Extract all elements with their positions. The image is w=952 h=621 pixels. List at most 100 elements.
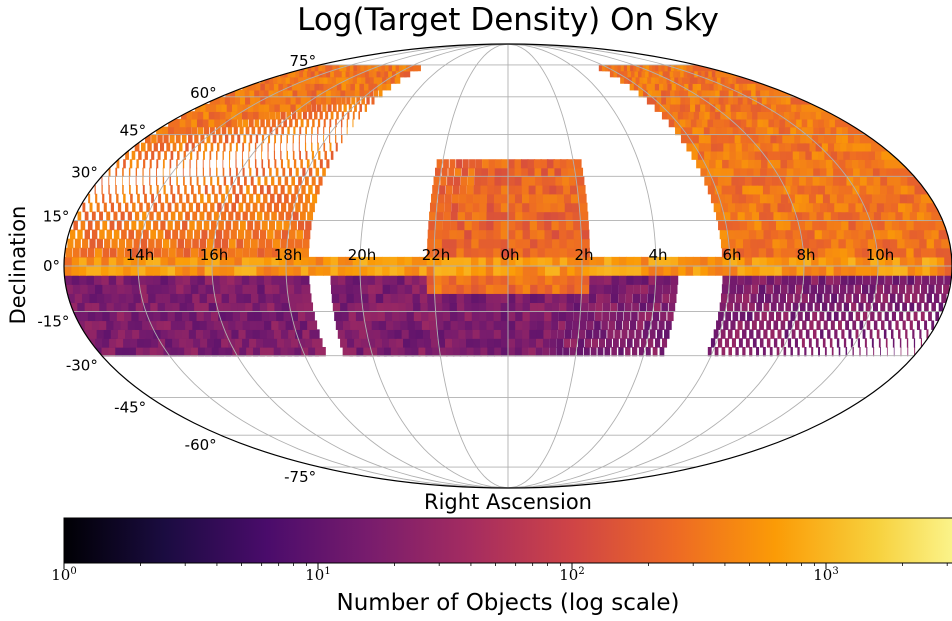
density-cell xyxy=(345,256,354,267)
density-cell xyxy=(749,346,753,357)
density-cell xyxy=(139,247,147,258)
density-cell xyxy=(738,193,750,204)
density-cell xyxy=(870,256,879,267)
density-cell xyxy=(832,284,840,294)
density-cell xyxy=(804,220,816,231)
density-cell xyxy=(452,185,460,195)
density-cell xyxy=(106,302,118,313)
density-cell xyxy=(266,118,271,128)
density-cell xyxy=(916,211,929,222)
density-cell xyxy=(508,284,516,294)
density-cell xyxy=(487,193,495,204)
density-cell xyxy=(360,275,369,285)
density-cell xyxy=(593,329,600,339)
density-cell xyxy=(123,256,132,267)
density-cell xyxy=(580,229,590,240)
density-cell xyxy=(920,247,931,258)
density-cell xyxy=(77,211,82,222)
density-cell xyxy=(231,329,243,339)
density-cell xyxy=(248,118,254,128)
density-cell xyxy=(397,284,406,294)
density-cell xyxy=(508,293,516,304)
density-cell xyxy=(493,329,502,339)
density-cell xyxy=(596,266,605,276)
density-cell xyxy=(564,202,574,213)
density-cell xyxy=(124,284,135,294)
density-cell xyxy=(182,311,193,322)
density-cell xyxy=(189,159,191,169)
density-cell xyxy=(189,220,195,231)
density-cell xyxy=(581,284,590,294)
density-cell xyxy=(335,118,337,128)
density-cell xyxy=(293,275,303,285)
density-cell xyxy=(315,346,326,357)
density-cell xyxy=(752,266,760,276)
density-cell xyxy=(914,185,929,195)
density-cell xyxy=(347,338,358,348)
density-cell xyxy=(197,185,201,195)
density-cell xyxy=(144,193,147,204)
density-cell xyxy=(123,266,132,276)
density-cell xyxy=(471,238,480,249)
density-cell xyxy=(780,338,785,348)
density-cell xyxy=(445,338,454,348)
density-cell xyxy=(386,83,392,91)
density-cell xyxy=(237,302,248,313)
density-cell xyxy=(95,193,98,204)
density-cell xyxy=(820,329,824,339)
density-cell xyxy=(236,238,244,249)
density-cell xyxy=(765,176,778,186)
density-cell xyxy=(346,118,348,128)
density-cell xyxy=(330,256,339,267)
density-cell xyxy=(471,311,480,322)
density-cell xyxy=(928,311,932,322)
density-cell xyxy=(935,220,947,231)
density-cell xyxy=(208,302,219,313)
density-cell xyxy=(805,329,810,339)
density-cell xyxy=(501,159,509,169)
density-cell xyxy=(160,311,172,322)
density-cell xyxy=(559,302,567,313)
density-cell xyxy=(266,185,271,195)
density-cell xyxy=(216,159,217,169)
density-cell xyxy=(799,302,806,313)
density-cell xyxy=(836,229,847,240)
density-cell xyxy=(472,329,481,339)
density-cell xyxy=(89,293,100,304)
density-cell xyxy=(199,211,205,222)
density-cell xyxy=(757,293,765,304)
density-cell xyxy=(434,293,443,304)
density-cell xyxy=(749,185,761,195)
density-cell xyxy=(425,346,435,357)
density-cell xyxy=(839,176,854,186)
density-cell xyxy=(295,329,306,339)
density-cell xyxy=(899,256,909,267)
density-cell xyxy=(785,229,796,240)
density-cell xyxy=(245,126,250,136)
density-cell xyxy=(508,311,516,322)
density-cell xyxy=(359,329,369,339)
density-cell xyxy=(276,311,287,322)
colorbar-tick-label: 102 xyxy=(559,566,585,584)
density-cell xyxy=(723,211,734,222)
density-cell xyxy=(808,193,821,204)
density-cell xyxy=(823,320,828,330)
density-cell xyxy=(194,302,205,313)
density-cell xyxy=(916,302,922,313)
density-cell xyxy=(392,311,401,322)
density-cell xyxy=(82,238,89,249)
density-cell xyxy=(729,284,737,294)
density-cell xyxy=(763,202,775,213)
density-cell xyxy=(872,302,879,313)
density-cell xyxy=(77,320,91,330)
density-cell xyxy=(745,193,757,204)
density-cell xyxy=(530,238,539,249)
density-cell xyxy=(242,167,245,177)
density-cell xyxy=(135,176,137,186)
density-cell xyxy=(286,256,294,267)
density-cell xyxy=(264,284,274,294)
density-cell xyxy=(197,266,206,276)
density-cell xyxy=(515,302,524,313)
density-cell xyxy=(242,284,252,294)
density-cell xyxy=(429,202,437,213)
